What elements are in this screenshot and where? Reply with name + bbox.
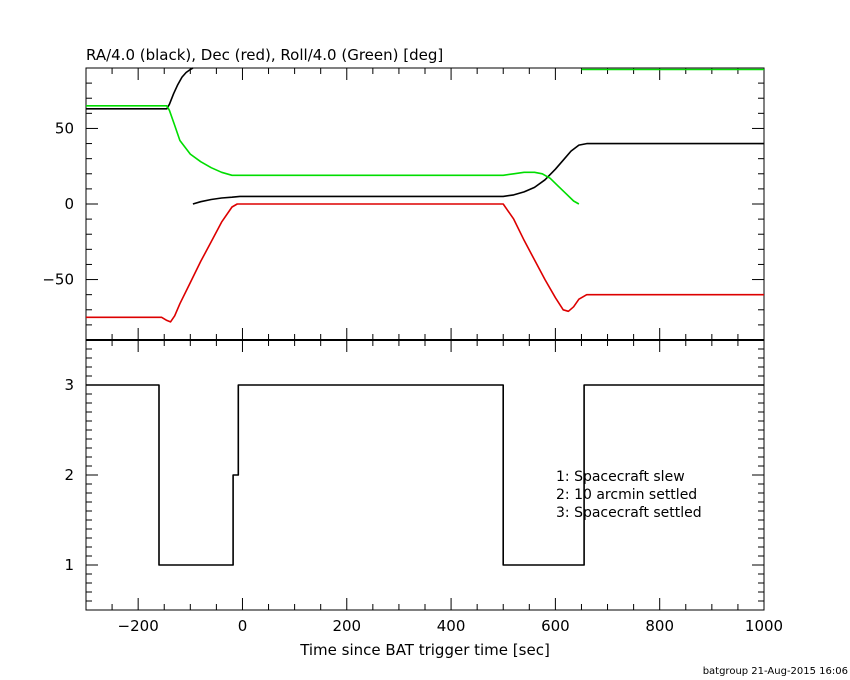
x-tick-label: −200	[118, 617, 159, 635]
x-tick-label: 400	[437, 617, 466, 635]
top-panel-ticks: −50 0 50	[42, 67, 765, 341]
legend-entry-slew: 1: Spacecraft slew	[556, 469, 685, 485]
legend-entry-settled: 3: Spacecraft settled	[556, 505, 702, 521]
state-legend: 1: Spacecraft slew 2: 10 arcmin settled …	[556, 469, 702, 521]
bottom-y-tick-label: 2	[64, 466, 74, 484]
bottom-panel-series	[86, 384, 764, 566]
top-y-tick-label: −50	[42, 271, 74, 289]
top-panel-series	[86, 67, 764, 323]
x-tick-label: 0	[238, 617, 248, 635]
x-axis-label: Time since BAT trigger time [sec]	[299, 641, 550, 659]
bottom-y-tick-label: 3	[64, 376, 74, 394]
x-tick-label: 800	[645, 617, 674, 635]
bottom-panel: −200 0 200 400 600 800 1000 1 2 3	[64, 339, 783, 635]
legend-entry-10-arcmin: 2: 10 arcmin settled	[556, 487, 697, 503]
footer-stamp: batgroup 21-Aug-2015 16:06	[703, 666, 848, 677]
top-y-tick-label: 0	[64, 195, 74, 213]
top-series-line-0	[86, 67, 194, 110]
top-panel-title: RA/4.0 (black), Dec (red), Roll/4.0 (Gre…	[86, 46, 443, 64]
top-panel: −50 0 50	[42, 67, 765, 341]
x-tick-label: 1000	[745, 617, 783, 635]
top-series-line-2	[86, 203, 764, 323]
bottom-y-tick-label: 1	[64, 556, 74, 574]
bottom-series-line-0	[86, 384, 764, 566]
x-tick-label: 600	[541, 617, 570, 635]
top-series-line-1	[192, 142, 764, 205]
top-y-tick-label: 50	[55, 119, 74, 137]
x-tick-label: 200	[332, 617, 361, 635]
top-series-line-3	[86, 105, 580, 205]
